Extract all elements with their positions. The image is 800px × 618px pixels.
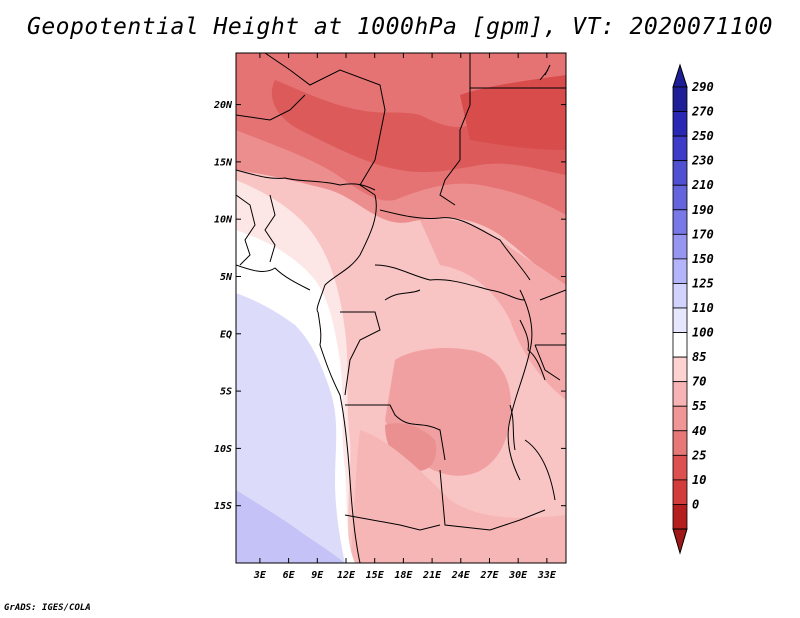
lat-label: 5N <box>220 272 233 283</box>
lon-label: 12E <box>337 570 356 581</box>
lon-label: 18E <box>394 570 413 581</box>
lat-label: 20N <box>213 100 233 111</box>
lat-label: EQ <box>220 329 232 340</box>
map-borders <box>236 53 566 563</box>
lake-tanganyika <box>509 404 516 451</box>
colorbar-bottom-arrow <box>672 528 688 555</box>
coast-gulf-of-guinea <box>236 264 311 291</box>
colorbar-segment <box>672 356 688 383</box>
lon-label: 27E <box>479 570 499 581</box>
lon-label: 6E <box>283 570 296 581</box>
colorbar-segment <box>672 160 688 186</box>
colorbar-label: 55 <box>692 399 706 413</box>
grads-credit: GrADS: IGES/COLA <box>4 603 91 613</box>
colorbar-segment <box>672 332 688 358</box>
lon-label: 30E <box>508 570 528 581</box>
lon-ticks: 3E 6E 9E 12E 15E 18E 21E 24E 27E 30E 33E <box>253 53 557 581</box>
colorbar-segment <box>672 283 688 309</box>
border-uganda <box>539 289 566 301</box>
border-west-africa <box>236 194 256 266</box>
border-angola-drc <box>345 404 446 461</box>
colorbar-segment <box>672 430 688 456</box>
colorbar-top-arrow <box>672 63 688 88</box>
lon-label: 24E <box>451 570 471 581</box>
border-angola-namibia <box>344 514 441 531</box>
colorbar-label: 270 <box>691 105 714 119</box>
border-nigeria-cameroon <box>316 194 377 313</box>
colorbar-segment <box>672 258 688 284</box>
border-gabon-congo <box>340 311 381 396</box>
colorbar-segment <box>672 233 688 260</box>
field-core-north <box>271 80 566 175</box>
colorbar-label: 210 <box>691 178 714 192</box>
colorbar-segment <box>672 111 688 137</box>
border-car-north <box>379 209 531 281</box>
colorbar-label: 170 <box>692 227 714 241</box>
lon-label: 3E <box>253 570 267 581</box>
lat-ticks: 20N 15N 10N 5N EQ 5S 10S 15S <box>213 100 566 512</box>
field-ocean-blue <box>236 293 345 563</box>
colorbar-segment <box>672 454 688 481</box>
lon-label: 15E <box>366 570 385 581</box>
colorbar-label: 70 <box>692 375 706 389</box>
border-congo-car <box>384 289 421 301</box>
colorbar-segment <box>672 209 688 235</box>
border-tanzania <box>534 344 561 381</box>
colorbar-label: 40 <box>692 424 706 438</box>
lat-label: 15N <box>214 157 233 168</box>
colorbar-label: 230 <box>691 154 714 168</box>
colorbar-label: 150 <box>692 252 714 266</box>
lat-label: 5S <box>220 387 232 398</box>
lon-label: 9E <box>311 570 324 581</box>
border-malawi <box>524 439 556 501</box>
colorbar-label: 290 <box>691 80 714 94</box>
colorbar-label: 0 <box>692 497 699 511</box>
border-angola-zambia <box>439 469 546 531</box>
border-car-south <box>374 264 526 301</box>
lon-label: 21E <box>422 570 442 581</box>
colorbar-segment <box>672 135 688 162</box>
lat-label: 10S <box>214 444 232 455</box>
field-ocean-blue-deep <box>236 490 345 563</box>
border-drc-east <box>507 289 533 481</box>
coast-egypt <box>539 64 551 81</box>
lake-victoria <box>519 319 546 381</box>
field-core-northeast <box>460 75 566 150</box>
colorbar-label: 25 <box>691 448 706 462</box>
map-frame <box>235 52 567 564</box>
colorbar-label: 110 <box>692 301 714 315</box>
lat-label: 10N <box>214 215 233 226</box>
colorbar-label: 190 <box>692 203 714 217</box>
lon-label: 33E <box>537 570 557 581</box>
map-title: Geopotential Height at 1000hPa [gpm], VT… <box>26 14 774 40</box>
colorbar-segment <box>672 86 688 112</box>
field-band-east <box>420 218 566 400</box>
colorbar-label: 85 <box>692 350 706 364</box>
colorbar-segment <box>672 381 688 407</box>
colorbar-label: 125 <box>692 276 714 290</box>
border-chad-sudan <box>439 53 471 206</box>
colorbar-label: 100 <box>692 326 714 340</box>
colorbar-label: 10 <box>692 473 706 487</box>
colorbar-segment <box>672 479 688 505</box>
colorbar-segment <box>672 405 688 432</box>
lat-label: 15S <box>214 501 232 512</box>
field-band-south <box>350 430 566 563</box>
colorbar-segment <box>672 307 688 333</box>
border-ghana-togo <box>264 194 276 263</box>
border-sahel <box>236 169 376 191</box>
colorbar-segment <box>672 504 688 530</box>
colorbar: 2902702502302101901701501251101008570554… <box>672 63 714 555</box>
colorbar-label: 250 <box>691 129 714 143</box>
colorbar-segment <box>672 184 688 211</box>
border-mali-niger <box>236 94 306 121</box>
map-field <box>236 53 566 563</box>
border-niger-chad <box>264 53 386 196</box>
coast-west-central <box>317 311 361 563</box>
